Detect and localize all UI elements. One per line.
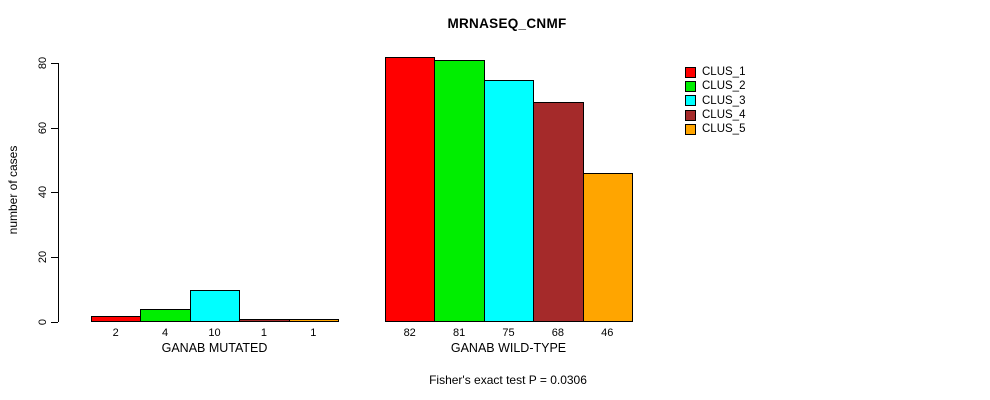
y-tick-label: 60	[37, 121, 49, 134]
legend-row: CLUS_4	[685, 108, 745, 122]
legend-label: CLUS_5	[702, 123, 746, 136]
legend-swatch-clus_5	[685, 123, 696, 135]
legend-label: CLUS_1	[702, 66, 746, 79]
y-tick-mark	[51, 256, 58, 258]
legend-label: CLUS_2	[702, 80, 746, 93]
y-tick-label: 80	[37, 56, 49, 70]
bar-value-label: 1	[260, 327, 267, 339]
bar-clus_2	[140, 309, 191, 322]
legend-row: CLUS_3	[685, 94, 745, 108]
legend-label: CLUS_3	[702, 94, 746, 107]
y-tick-label: 0	[37, 318, 49, 325]
bar-value-label: 4	[162, 327, 169, 339]
bar-clus_3	[483, 79, 535, 322]
y-tick-mark	[51, 321, 58, 323]
y-axis-line	[58, 63, 59, 322]
legend-swatch-clus_3	[685, 95, 696, 107]
bar-clus_1	[385, 57, 436, 322]
legend-row: CLUS_5	[685, 122, 745, 136]
y-tick-mark	[51, 127, 58, 129]
y-axis-label: number of cases	[6, 145, 20, 235]
bar-clus_5	[288, 318, 339, 322]
fisher-test-annotation: Fisher's exact test P = 0.0306	[429, 373, 587, 387]
bar-value-label: 1	[310, 327, 317, 339]
bar-value-label: 82	[403, 327, 416, 339]
y-tick-mark	[51, 192, 58, 194]
legend: CLUS_1 CLUS_2 CLUS_3 CLUS_4 CLUS_5	[685, 65, 745, 136]
bar-clus_4	[533, 102, 584, 322]
legend-label: CLUS_4	[702, 109, 746, 122]
legend-row: CLUS_2	[685, 79, 745, 93]
legend-swatch-clus_1	[685, 66, 696, 78]
group-label: GANAB MUTATED	[161, 341, 268, 355]
bar-value-label: 10	[208, 327, 221, 339]
legend-swatch-clus_4	[685, 109, 696, 121]
bar-clus_3	[189, 289, 241, 322]
bar-clus_1	[91, 315, 142, 322]
legend-row: CLUS_1	[685, 65, 745, 79]
y-tick-label: 40	[37, 186, 49, 199]
bar-value-label: 68	[551, 327, 565, 339]
chart-title: MRNASEQ_CNMF	[447, 16, 567, 31]
legend-swatch-clus_2	[685, 80, 696, 92]
bar-value-label: 75	[502, 327, 515, 339]
y-tick-label: 20	[37, 250, 49, 263]
group-label: GANAB WILD-TYPE	[450, 341, 567, 355]
bar-clus_5	[582, 173, 633, 322]
bar-value-label: 2	[112, 327, 119, 339]
y-tick-mark	[51, 63, 58, 64]
bar-clus_4	[239, 318, 290, 322]
bar-value-label: 46	[601, 327, 614, 339]
bar-clus_2	[434, 60, 485, 322]
bar-value-label: 81	[452, 327, 466, 339]
